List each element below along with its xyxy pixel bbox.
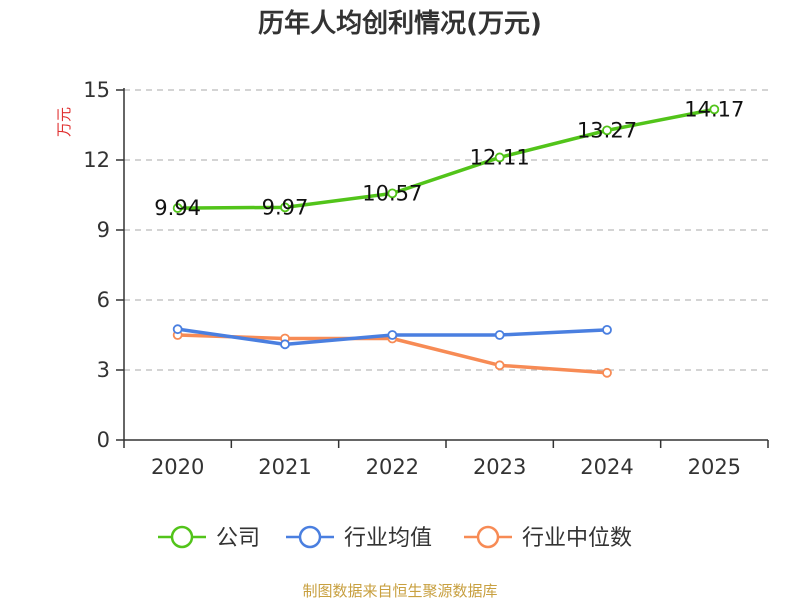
data-point: [602, 367, 612, 378]
data-label: 9.94: [154, 196, 201, 220]
axes: 0 3 6 9 12 15 2020 2021 2022 2023 2024 2025: [83, 78, 769, 479]
legend-item-0[interactable]: 公司: [158, 525, 260, 551]
series-group: 9.94 9.97 10.57 12.11 13.27 14.17: [154, 97, 744, 378]
y-tick-label: 3: [97, 358, 110, 382]
data-point: [280, 339, 290, 350]
data-point: [387, 188, 398, 199]
legend-label: 公司: [216, 526, 260, 551]
legend-label: 行业均值: [344, 526, 432, 551]
grid-lines: [124, 89, 768, 371]
data-point: [280, 202, 290, 213]
source-note: 制图数据来自恒生聚源数据库: [302, 582, 497, 600]
legend-swatch-marker: [298, 525, 322, 549]
y-tick-label: 12: [83, 148, 110, 172]
x-tick-label: 2023: [473, 455, 526, 479]
y-tick-label: 15: [83, 78, 110, 102]
data-point: [494, 360, 505, 371]
data-point: [494, 152, 505, 163]
legend-swatch-marker: [476, 525, 500, 549]
x-tick-label: 2025: [688, 455, 741, 479]
series-0: 9.94 9.97 10.57 12.11 13.27 14.17: [154, 97, 744, 220]
data-point: [709, 104, 720, 115]
y-tick-label: 6: [97, 288, 110, 312]
legend-label: 行业中位数: [522, 526, 632, 551]
x-tick-label: 2021: [258, 455, 311, 479]
data-label: 9.97: [262, 195, 309, 219]
legend-item-2[interactable]: 行业中位数: [464, 525, 632, 551]
y-tick-label: 9: [97, 218, 110, 242]
data-point: [602, 324, 612, 335]
chart-title: 历年人均创利情况(万元): [258, 8, 542, 39]
legend-item-1[interactable]: 行业均值: [286, 525, 432, 551]
x-tick-label: 2024: [580, 455, 633, 479]
y-axis-label: 万元: [55, 107, 73, 137]
data-label: 12.11: [470, 145, 530, 169]
y-tick-label: 0: [97, 428, 110, 452]
data-label: 10.57: [362, 181, 422, 205]
data-point: [172, 324, 183, 335]
legend: 公司 行业均值 行业中位数: [158, 525, 632, 551]
legend-swatch-marker: [170, 525, 194, 549]
data-point: [387, 330, 398, 340]
data-point: [172, 203, 183, 213]
data-label: 13.27: [577, 118, 637, 142]
x-tick-label: 2022: [366, 455, 419, 479]
data-label: 14.17: [684, 97, 744, 121]
series-1: [172, 324, 612, 350]
x-tick-label: 2020: [151, 455, 204, 479]
series-line: [177, 107, 715, 210]
data-point: [494, 330, 505, 340]
data-point: [602, 125, 612, 136]
